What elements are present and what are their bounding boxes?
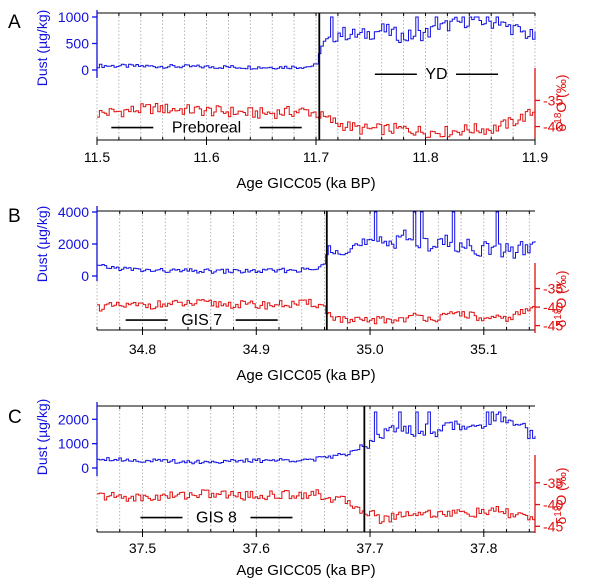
annotation-label: GIS 8 bbox=[196, 510, 237, 527]
dust-tick-label: 0 bbox=[81, 460, 89, 476]
panel-label: B bbox=[8, 206, 21, 227]
x-tick-label: 11.5 bbox=[84, 149, 110, 165]
x-tick-label: 11.8 bbox=[412, 149, 438, 165]
x-tick-label: 37.7 bbox=[356, 540, 383, 556]
x-tick-label: 11.6 bbox=[193, 149, 219, 165]
dust-tick-label: 0 bbox=[81, 268, 89, 284]
d18o-axis-label: δ18O (‰) bbox=[553, 74, 570, 131]
d18o-tick-label: -35 bbox=[543, 92, 563, 108]
dust-series-line bbox=[97, 211, 536, 274]
dust-axis-label: Dust (µg/kg) bbox=[34, 10, 50, 87]
d18o-axis-label: δ18O (‰) bbox=[553, 270, 570, 327]
x-axis-label: Age GICC05 (ka BP) bbox=[236, 367, 375, 384]
d18o-tick-label: -35 bbox=[543, 475, 563, 491]
dust-series-line bbox=[97, 16, 536, 70]
dust-tick-label: 2000 bbox=[58, 411, 89, 427]
d18o-series-line bbox=[97, 298, 536, 325]
x-tick-label: 11.9 bbox=[522, 149, 548, 165]
panel-B: 34.8 34.9 35.0 35.1 Age GICC05 (ka BP) B 0 2000… bbox=[8, 204, 569, 384]
x-tick-label: 37.8 bbox=[470, 540, 497, 556]
dust-tick-label: 2000 bbox=[58, 236, 89, 252]
x-tick-label: 37.6 bbox=[243, 540, 270, 556]
dust-tick-label: 1000 bbox=[58, 436, 89, 452]
annotation-label: GIS 7 bbox=[181, 312, 222, 329]
x-tick-label: 34.9 bbox=[243, 341, 270, 357]
panel-A: 11.5 11.6 11.7 11.8 11.9 Age GICC05 (ka BP) A 0… bbox=[8, 9, 569, 192]
annotation-label: YD bbox=[425, 66, 447, 83]
x-tick-label: 37.5 bbox=[129, 540, 156, 556]
dust-tick-label: 4000 bbox=[58, 204, 89, 220]
x-tick-label: 34.8 bbox=[129, 341, 156, 357]
x-tick-label: 35.1 bbox=[470, 341, 497, 357]
d18o-tick-label: -45 bbox=[543, 518, 563, 534]
panel-label: A bbox=[8, 12, 21, 33]
dust-tick-label: 500 bbox=[66, 36, 90, 52]
d18o-tick-label: -35 bbox=[543, 281, 563, 297]
d18o-series-line bbox=[97, 103, 536, 138]
dust-tick-label: 0 bbox=[81, 62, 89, 78]
x-axis-label: Age GICC05 (ka BP) bbox=[236, 562, 375, 579]
x-tick-label: 11.7 bbox=[303, 149, 329, 165]
panel-label: C bbox=[8, 407, 22, 428]
d18o-tick-label: -40 bbox=[543, 497, 563, 513]
x-tick-label: 35.0 bbox=[356, 341, 383, 357]
x-axis-label: Age GICC05 (ka BP) bbox=[236, 175, 375, 192]
d18o-tick-label: -40 bbox=[543, 299, 563, 315]
annotation-label: Preboreal bbox=[172, 120, 241, 137]
d18o-axis-label: δ18O (‰) bbox=[553, 467, 570, 524]
panel-C: 37.5 37.6 37.7 37.8 Age GICC05 (ka BP) C 0 1000… bbox=[8, 399, 569, 579]
d18o-tick-label: -40 bbox=[543, 119, 563, 135]
dust-tick-label: 1000 bbox=[58, 9, 89, 25]
dust-series-line bbox=[97, 411, 536, 465]
d18o-series-line bbox=[97, 489, 536, 524]
d18o-tick-label: -45 bbox=[543, 318, 563, 334]
dust-axis-label: Dust (µg/kg) bbox=[34, 206, 50, 283]
dust-axis-label: Dust (µg/kg) bbox=[34, 399, 50, 476]
